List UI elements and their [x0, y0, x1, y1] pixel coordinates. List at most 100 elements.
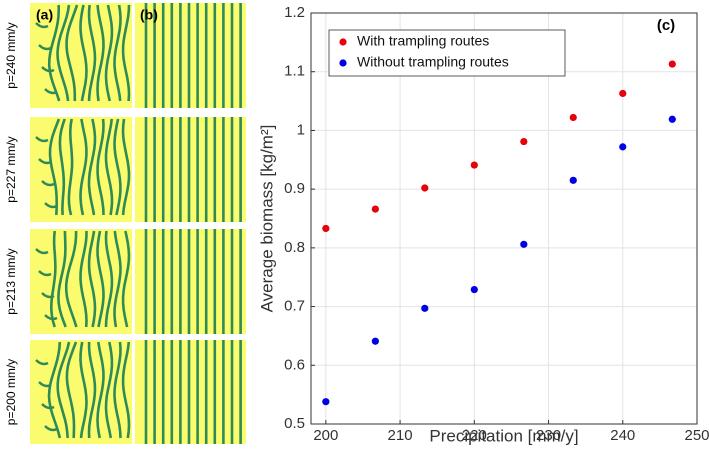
point — [668, 115, 676, 123]
stripe — [121, 4, 131, 102]
legend-label: With trampling routes — [357, 33, 489, 49]
stripe — [87, 342, 97, 439]
y-tick-label: 1.2 — [284, 4, 305, 21]
stripe — [56, 341, 71, 439]
stripe — [44, 202, 58, 209]
stripe — [35, 136, 49, 143]
stripe — [79, 230, 88, 328]
stripe — [41, 66, 55, 73]
stripe — [41, 292, 55, 299]
y-tick-label: 0.6 — [284, 356, 305, 373]
point — [371, 205, 379, 213]
point — [520, 137, 528, 146]
point — [470, 161, 478, 169]
stripe — [65, 4, 79, 101]
legend-label: Without trampling routes — [357, 54, 509, 70]
stripe — [96, 230, 105, 328]
y-tick-label: 0.9 — [284, 180, 305, 197]
stripe — [56, 4, 71, 102]
point — [421, 304, 429, 312]
x-tick-label: 220 — [462, 427, 487, 444]
point — [322, 398, 330, 406]
row-label: p=240 mm/y — [4, 22, 18, 88]
pattern-image — [135, 117, 246, 222]
x-tick-label: 210 — [388, 427, 413, 444]
stripe — [67, 118, 74, 216]
stripe — [96, 118, 105, 216]
stripe — [49, 230, 57, 328]
y-axis-label: Average biomass [kg/m²] — [257, 125, 276, 313]
point — [619, 89, 627, 98]
panel-label: (b) — [140, 7, 158, 23]
point — [569, 113, 577, 122]
stripe — [113, 341, 122, 439]
stripe — [58, 118, 66, 216]
point — [421, 184, 429, 192]
pattern-image — [135, 340, 246, 444]
x-tick-label: 230 — [536, 427, 561, 444]
legend-box — [328, 29, 566, 77]
stripe — [104, 230, 114, 328]
stripe — [38, 381, 52, 388]
stripe — [96, 341, 105, 439]
stripe — [35, 359, 49, 366]
point — [520, 240, 528, 248]
x-tick-label: 250 — [684, 427, 709, 444]
stripe — [38, 270, 52, 277]
stripe — [47, 341, 62, 439]
stripe — [41, 180, 55, 187]
legend-marker — [339, 38, 347, 46]
stripe — [121, 230, 131, 328]
stripe — [79, 118, 88, 216]
row-label: p=213 mm/y — [4, 248, 18, 314]
stripe — [87, 230, 97, 328]
stripe — [104, 341, 114, 439]
stripe — [113, 230, 122, 328]
stripe — [121, 118, 131, 216]
y-tick-label: 0.5 — [284, 415, 305, 432]
stripe — [113, 4, 122, 102]
x-tick-label: 240 — [610, 427, 635, 444]
point — [371, 337, 379, 345]
stripe — [79, 341, 88, 439]
stripe — [44, 314, 58, 321]
stripe — [48, 118, 61, 216]
stripe — [41, 403, 55, 410]
pattern-image — [135, 229, 246, 334]
stripe — [113, 118, 122, 216]
stripe — [87, 118, 97, 216]
x-axis-label: Precipitation [mm/y] — [429, 426, 578, 445]
stripe — [44, 88, 58, 95]
panel-label: (c) — [657, 17, 675, 34]
stripe — [65, 341, 78, 439]
stripe — [64, 230, 78, 328]
stripe — [87, 4, 97, 102]
stripe — [47, 5, 61, 102]
row-label: p=200 mm/y — [4, 359, 18, 425]
stripe — [35, 248, 49, 255]
x-tick-label: 200 — [313, 427, 338, 444]
y-tick-label: 1.1 — [284, 63, 305, 80]
stripe — [35, 22, 49, 29]
stripe — [44, 425, 58, 432]
point — [668, 60, 676, 68]
stripe — [104, 4, 114, 102]
stripe — [121, 341, 131, 439]
point — [619, 143, 627, 151]
stripe — [57, 230, 67, 328]
axes-box — [310, 12, 698, 425]
stripe — [79, 4, 88, 102]
y-tick-label: 0.7 — [284, 298, 305, 315]
y-tick-label: 0.8 — [284, 239, 305, 256]
legend-marker — [339, 59, 347, 67]
panel-label: (a) — [36, 7, 53, 23]
point — [322, 224, 330, 233]
stripe — [104, 118, 114, 216]
row-label: p=227 mm/y — [4, 136, 18, 202]
point — [569, 176, 577, 184]
stripe — [38, 158, 52, 165]
stripe — [96, 4, 105, 102]
point — [470, 285, 478, 294]
stripe — [38, 44, 52, 51]
